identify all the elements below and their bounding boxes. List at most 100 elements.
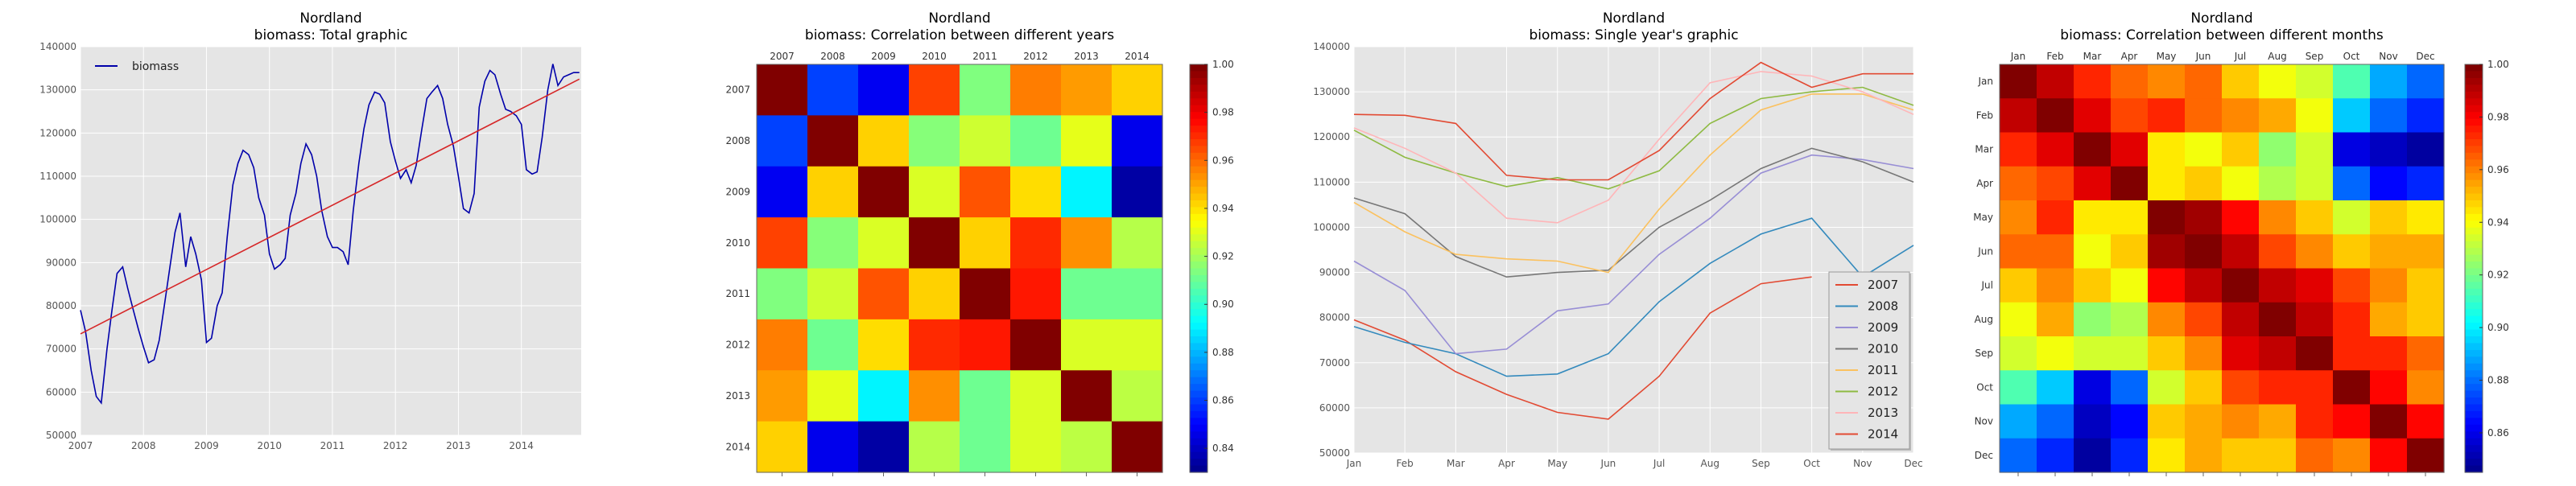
heatmap-cell [2037,404,2074,439]
x-tick-label: Nov [2379,51,2397,62]
colorbar-segment [1190,152,1208,160]
y-tick-label: 60000 [1319,402,1350,414]
heatmap-cell [2185,234,2223,270]
x-tick-label: Dec [1904,458,1922,469]
heatmap-cell [909,421,960,473]
y-tick-label: Jul [1981,280,1993,291]
chart-subtitle: biomass: Single year's graphic [1529,27,1738,43]
colorbar-segment [2465,438,2483,446]
heatmap-cell [909,268,960,320]
colorbar-segment [1190,91,1208,99]
colorbar-segment [1190,465,1208,473]
heatmap-cell [2333,404,2371,439]
colorbar-segment [1190,356,1208,364]
heatmap-cell [2185,404,2223,439]
x-tick-label: May [1547,458,1567,469]
heatmap-cell [2000,200,2037,235]
heatmap-cell [2037,438,2074,473]
colorbar-segment [2465,309,2483,317]
colorbar-segment [1190,132,1208,140]
colorbar-tick-label: 0.84 [1212,443,1234,454]
heatmap-cell [1061,421,1113,473]
heatmap-cell [2296,370,2334,406]
heatmap-cell [2111,166,2149,201]
heatmap-cell [2296,336,2334,371]
colorbar-segment [1190,146,1208,154]
x-tick-label: Jul [1653,458,1665,469]
colorbar-segment [1190,329,1208,337]
colorbar-segment [1190,336,1208,344]
heatmap-cell [2037,370,2074,406]
heatmap-cell [2074,64,2112,99]
y-tick-label: 140000 [39,41,76,52]
x-tick-label: Apr [1498,458,1515,469]
heatmap-cell [2333,336,2371,371]
heatmap-cell [960,268,1011,320]
colorbar-segment [1190,112,1208,120]
heatmap-cell [2000,370,2037,406]
heatmap-cell [2407,200,2445,235]
x-tick-label: Jan [1346,458,1362,469]
heatmap-cell [2259,336,2297,371]
heatmap-cell [2111,98,2149,134]
colorbar-segment [2465,118,2483,126]
colorbar-segment [1190,302,1208,310]
heatmap-cell [2370,132,2408,167]
heatmap-cell [2407,64,2445,99]
series-line-trend-1 [80,78,580,335]
heatmap-cell [1061,166,1113,218]
legend-label-2011: 2011 [1868,363,1898,377]
heatmap-cell [2296,64,2334,99]
legend-label-2012: 2012 [1868,385,1898,399]
chart-title: Nordland [299,10,361,27]
heatmap-cell [2111,234,2149,270]
heatmap-cell [2185,98,2223,134]
heatmap-cell [2074,166,2112,201]
heatmap-cell [2370,166,2408,201]
x-tick-label: 2007 [770,51,795,62]
chart-title: Nordland [928,10,990,27]
x-tick-label: Nov [1853,458,1872,469]
heatmap-cell [960,217,1011,270]
heatmap-cell [2111,64,2149,99]
colorbar-segment [1190,166,1208,174]
heatmap-cell [2148,132,2186,167]
colorbar-segment [2465,451,2483,459]
colorbar-segment [2465,431,2483,439]
colorbar-segment [1190,179,1208,187]
chart-subtitle: biomass: Correlation between different m… [2060,27,2384,43]
heatmap-cell [1112,64,1163,116]
heatmap-cell [807,166,859,218]
colorbar-segment [1190,64,1208,72]
heatmap-cell [2074,438,2112,473]
y-tick-label: 2008 [725,135,750,146]
colorbar-segment [2465,64,2483,72]
y-tick-label: 70000 [1319,357,1350,369]
colorbar-segment [2465,336,2483,344]
y-tick-label: 80000 [46,300,76,311]
colorbar-segment [2465,126,2483,134]
heatmap-cell [2296,438,2334,473]
heatmap-cell [960,64,1011,116]
heatmap-cell [2259,438,2297,473]
heatmap-cell [2037,64,2074,99]
heatmap-cell [2370,302,2408,337]
colorbar-segment [1190,377,1208,385]
colorbar-segment [2465,159,2483,167]
colorbar-segment [1190,438,1208,446]
x-tick-label: Oct [2343,51,2360,62]
colorbar-segment [2465,146,2483,154]
colorbar-segment [1190,323,1208,331]
colorbar-tick-label: 0.86 [1212,395,1234,406]
heatmap-cell [2333,302,2371,337]
colorbar-tick-label: 0.96 [2487,164,2509,175]
legend-label-2010: 2010 [1868,342,1898,356]
y-tick-label: Nov [1975,416,1993,427]
colorbar-tick-label: 0.92 [1212,251,1234,262]
chart-subtitle: biomass: Total graphic [254,27,408,43]
colorbar-tick-label: 0.90 [1212,299,1234,310]
colorbar-segment [2465,77,2483,85]
x-tick-label: Sep [1752,458,1770,469]
colorbar-segment [1190,234,1208,242]
legend-label-2014: 2014 [1868,427,1898,442]
